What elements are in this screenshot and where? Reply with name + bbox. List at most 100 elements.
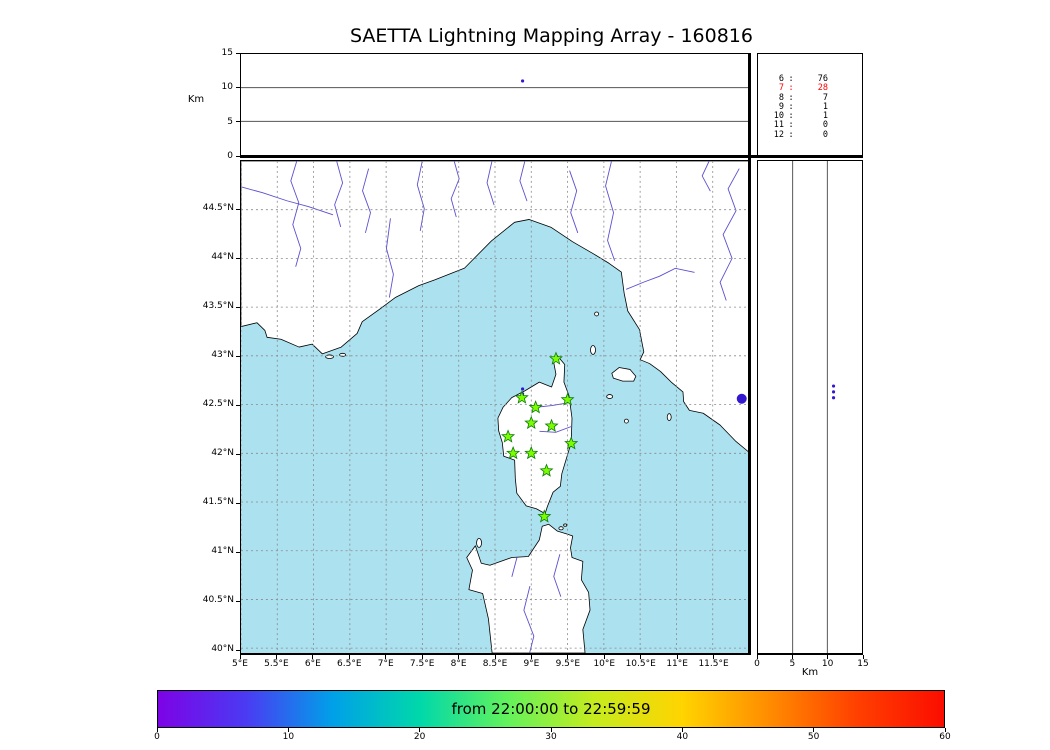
- rivers: [241, 161, 740, 653]
- lat-tick-label: 43°N: [211, 350, 234, 361]
- lon-tick-label: 7°E: [377, 659, 394, 669]
- tick-mark: [236, 257, 240, 259]
- tick-mark: [312, 655, 314, 659]
- tick-mark: [813, 728, 815, 732]
- alt-km-tick-label: 15: [221, 48, 233, 58]
- lon-tick-label: 7.5°E: [409, 659, 435, 669]
- tick-mark: [236, 208, 240, 210]
- corsica-island: [497, 354, 573, 515]
- alt-km-tick-label: 5: [789, 659, 796, 669]
- lon-tick-label: 6.5°E: [337, 659, 362, 669]
- time-colorbar: from 22:00:00 to 22:59:59: [157, 690, 945, 728]
- tick-mark: [756, 655, 758, 659]
- station-counts-list: 6:76 7:28 8:7 9:1 10:1 11:0 12:0: [758, 54, 862, 140]
- colorbar-tick-label: 0: [154, 732, 160, 742]
- geographic-map: [241, 161, 749, 653]
- station-star-marker: [537, 509, 552, 523]
- station-star-marker: [548, 351, 563, 365]
- tick-mark: [640, 655, 642, 659]
- lightning-source-point: [736, 393, 747, 404]
- lat-tick-label: 42°N: [211, 448, 234, 459]
- alt-km-tick-label: 10: [221, 82, 233, 93]
- station-count-row: 6:76: [778, 74, 828, 84]
- lon-tick-label: 10.5°E: [625, 659, 656, 669]
- altitude-latitude-plot: [792, 161, 836, 653]
- lat-tick-label: 40°N: [211, 644, 234, 655]
- alt-km-tick-label: 15: [857, 659, 869, 669]
- lat-tick-label: 44°N: [211, 252, 234, 263]
- station-count-row: 7:28: [778, 83, 828, 94]
- tick-mark: [862, 655, 864, 659]
- tick-mark: [567, 655, 569, 659]
- lat-tick-label: 41.5°N: [202, 497, 234, 508]
- elba-island: [611, 367, 637, 382]
- station-star-marker: [544, 418, 559, 432]
- figure-title: SAETTA Lightning Mapping Array - 160816: [350, 25, 753, 47]
- lat-tick-label: 43.5°N: [202, 301, 234, 312]
- altitude-axis-label: Km: [801, 667, 819, 678]
- lon-tick-label: 9°E: [523, 659, 540, 669]
- lightning-source-point: [831, 384, 836, 388]
- tick-mark: [385, 655, 387, 659]
- station-count-row: 9:1: [778, 101, 828, 112]
- station-count-row: 11:0: [773, 120, 828, 131]
- station-star-marker: [514, 390, 529, 404]
- lon-tick-label: 11.5°E: [698, 659, 729, 669]
- station-star-marker: [501, 429, 516, 443]
- altitude-latitude-panel: [757, 160, 863, 655]
- tick-mark: [236, 453, 240, 455]
- tick-mark: [275, 655, 277, 659]
- station-count-row: 12:0: [773, 129, 828, 140]
- tick-mark: [287, 728, 289, 732]
- colorbar-tick-label: 40: [676, 732, 689, 742]
- tick-mark: [944, 728, 946, 732]
- lightning-source-point: [831, 390, 836, 394]
- panel-separator-vertical: [748, 53, 751, 655]
- colorbar-tick-label: 20: [413, 732, 426, 742]
- panel-separator-horizontal: [240, 155, 863, 158]
- tick-mark: [713, 655, 715, 659]
- tick-mark: [236, 306, 240, 308]
- small-islands: [325, 311, 672, 548]
- lon-tick-label: 5°E: [232, 659, 248, 669]
- tick-mark: [236, 404, 240, 406]
- lat-tick-label: 40.5°N: [202, 595, 234, 606]
- colorbar-tick-label: 10: [282, 732, 295, 742]
- station-star-marker: [564, 436, 579, 450]
- mainland-coastline: [241, 161, 749, 453]
- tick-mark: [494, 655, 496, 659]
- alt-km-tick-label: 10: [821, 659, 834, 669]
- station-star-marker: [524, 415, 539, 430]
- lon-tick-label: 8°E: [450, 659, 467, 669]
- tick-mark: [421, 655, 423, 659]
- station-counts-panel: 6:76 7:28 8:7 9:1 10:1 11:0 12:0: [757, 53, 863, 156]
- alt-km-tick-label: 5: [227, 116, 233, 127]
- tick-mark: [530, 655, 532, 659]
- lon-tick-label: 5.5°E: [264, 659, 289, 669]
- lon-tick-label: 11°E: [666, 659, 688, 669]
- lightning-source-point: [831, 396, 836, 400]
- station-count-row: 10:1: [773, 111, 828, 122]
- colorbar-gradient: [158, 691, 944, 727]
- altitude-axis-label: Km: [187, 94, 205, 105]
- tick-mark: [827, 655, 829, 659]
- tick-mark: [236, 551, 240, 553]
- alt-km-tick-label: 0: [754, 659, 760, 669]
- tick-mark: [236, 649, 240, 651]
- map-panel: [240, 160, 750, 655]
- station-star-marker: [560, 392, 575, 406]
- lat-tick-label: 44.5°N: [202, 203, 234, 213]
- colorbar-label: from 22:00:00 to 22:59:59: [451, 700, 651, 718]
- colorbar-tick-label: 30: [545, 732, 557, 742]
- tick-mark: [236, 86, 240, 88]
- station-star-marker: [528, 400, 543, 414]
- lat-tick-label: 42.5°N: [202, 399, 234, 410]
- lightning-source-point: [520, 79, 525, 83]
- tick-mark: [236, 502, 240, 504]
- station-count-row: 8:7: [778, 92, 828, 103]
- tick-mark: [348, 655, 350, 659]
- tick-mark: [236, 155, 240, 157]
- colorbar-tick-label: 50: [807, 732, 820, 742]
- altitude-longitude-panel: [240, 53, 750, 156]
